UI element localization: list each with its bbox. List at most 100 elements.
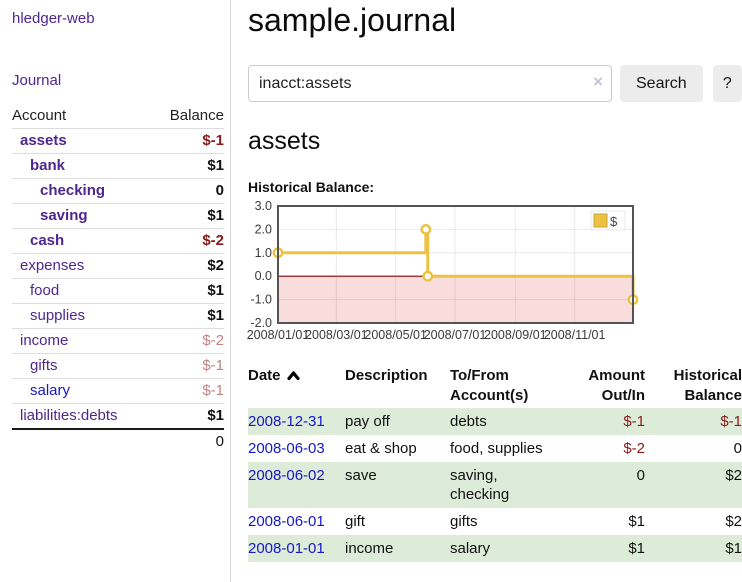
transaction-balance: $1 xyxy=(725,540,742,557)
negative-region xyxy=(278,276,633,323)
transaction-accounts: food, supplies xyxy=(450,440,543,457)
account-row: salary $-1 xyxy=(12,378,224,404)
accounts-header-account: Account xyxy=(12,107,67,124)
account-link-food[interactable]: food xyxy=(30,282,60,299)
account-balance: $1 xyxy=(152,153,224,179)
account-balance: $-1 xyxy=(152,128,224,154)
transaction-date-link[interactable]: 2008-06-02 xyxy=(248,467,325,484)
account-link-checking[interactable]: checking xyxy=(40,182,106,199)
transaction-amount: $1 xyxy=(628,540,645,557)
account-balance: $2 xyxy=(152,253,224,279)
account-heading: assets xyxy=(248,127,321,155)
account-link-saving[interactable]: saving xyxy=(40,207,88,224)
account-balance: $-1 xyxy=(152,378,224,404)
account-link-expenses[interactable]: expenses xyxy=(20,257,85,274)
y-axis-tick-label: 0.0 xyxy=(255,269,272,283)
transaction-balance: $2 xyxy=(725,467,742,484)
transaction-date-cell: 2008-06-02 xyxy=(248,462,345,508)
data-point-marker xyxy=(420,224,432,235)
transaction-date-link[interactable]: 2008-06-03 xyxy=(248,440,325,457)
account-balance: 0 xyxy=(152,178,224,204)
column-header-date[interactable]: Date xyxy=(248,364,345,408)
transaction-row: 2008-06-02 save saving, checking 0 $2 xyxy=(248,462,742,508)
clear-search-icon[interactable]: × xyxy=(593,72,603,91)
chart-section-label: Historical Balance: xyxy=(248,179,375,195)
transaction-date-link[interactable]: 2008-12-31 xyxy=(248,413,325,430)
chart-canvas: $3.0 2.0 1.0 0.0 -1.0 -2.02008/01/012008/03/0… xyxy=(247,199,639,342)
x-axis-tick-label: 2008/01/01 xyxy=(247,328,310,342)
x-axis-tick-label: 2008/09/01 xyxy=(484,328,547,342)
search-input-wrap: × xyxy=(248,65,612,102)
account-link-assets[interactable]: assets xyxy=(20,132,67,149)
transaction-date-cell: 2008-12-31 xyxy=(248,408,345,435)
y-axis-tick-label: -1.0 xyxy=(250,293,272,307)
account-row: liabilities:debts $1 xyxy=(12,403,224,429)
column-header-description: Description xyxy=(345,367,428,384)
transaction-balance: $2 xyxy=(725,513,742,530)
account-link-supplies[interactable]: supplies xyxy=(30,307,86,324)
account-link-liabilities-debts[interactable]: liabilities:debts xyxy=(20,407,118,424)
accounts-total-spacer xyxy=(12,428,153,453)
accounts-total-value: 0 xyxy=(152,428,224,453)
account-link-salary[interactable]: salary xyxy=(30,382,71,399)
transaction-row: 2008-06-03 eat & shop food, supplies $-2 0 xyxy=(248,435,742,462)
accounts-header-balance: Balance xyxy=(169,107,224,124)
x-axis-tick-label: 2008/05/01 xyxy=(364,328,427,342)
account-balance: $-2 xyxy=(152,228,224,254)
account-link-cash[interactable]: cash xyxy=(30,232,65,249)
transaction-accounts: debts xyxy=(450,413,487,430)
search-button[interactable]: Search xyxy=(620,65,703,102)
transaction-description: gift xyxy=(345,513,366,530)
historical-balance-chart: $3.0 2.0 1.0 0.0 -1.0 -2.0 2008/01/01 2008/03/0… xyxy=(247,199,742,350)
transaction-date-cell: 2008-06-01 xyxy=(248,508,345,535)
transaction-accounts: saving, checking xyxy=(450,467,510,503)
sidebar-nav: Journal xyxy=(12,72,224,89)
transaction-amount: $1 xyxy=(628,513,645,530)
transaction-amount: $-2 xyxy=(623,440,645,457)
transaction-date-link[interactable]: 2008-01-01 xyxy=(248,540,325,557)
transaction-accounts: salary xyxy=(450,540,491,557)
main-content: sample.journal × Search ? assets Histori… xyxy=(247,0,742,562)
account-row: cash $-2 xyxy=(12,228,224,254)
account-row: supplies $1 xyxy=(12,303,224,329)
transaction-amount: 0 xyxy=(636,467,645,484)
transaction-date-cell: 2008-01-01 xyxy=(248,535,345,562)
account-row: bank $1 xyxy=(12,153,224,179)
account-link-gifts[interactable]: gifts xyxy=(30,357,58,374)
sidebar: hledger-web Journal Account Balance asse… xyxy=(0,0,231,582)
accounts-total-row: 0 xyxy=(12,428,224,453)
transaction-date-link[interactable]: 2008-06-01 xyxy=(248,513,325,530)
transaction-description: eat & shop xyxy=(345,440,417,457)
account-balance: $-1 xyxy=(152,353,224,379)
account-row: food $1 xyxy=(12,278,224,304)
account-row: expenses $2 xyxy=(12,253,224,279)
account-link-income[interactable]: income xyxy=(20,332,69,349)
y-axis-tick-label: 3.0 xyxy=(255,199,272,213)
sidebar-item-journal[interactable]: Journal xyxy=(12,72,62,89)
account-row: saving $1 xyxy=(12,203,224,229)
sort-ascending-icon xyxy=(286,367,300,387)
search-input[interactable] xyxy=(248,65,612,102)
y-axis-tick-label: 2.0 xyxy=(255,222,272,236)
y-axis-tick-label: -2.0 xyxy=(250,316,272,330)
transaction-date-cell: 2008-06-03 xyxy=(248,435,345,462)
brand-link[interactable]: hledger-web xyxy=(12,10,95,27)
transaction-amount: $-1 xyxy=(623,413,645,430)
x-axis-tick-label: 2008/11/01 xyxy=(544,328,606,342)
search-form: × Search ? xyxy=(248,65,742,102)
transaction-row: 2008-01-01 income salary $1 $1 xyxy=(248,535,742,562)
column-header-amount: Amount Out/In xyxy=(588,367,645,404)
register-header-row: Date Description To/From Account(s) Amoun… xyxy=(248,364,742,408)
transaction-description: pay off xyxy=(345,413,390,430)
data-point-marker xyxy=(422,270,434,282)
legend-swatch xyxy=(593,213,608,228)
account-link-bank[interactable]: bank xyxy=(30,157,66,174)
transaction-balance: 0 xyxy=(733,440,742,457)
help-button[interactable]: ? xyxy=(712,65,742,102)
transaction-balance: $-1 xyxy=(720,413,742,430)
accounts-table: Account Balance assets $-1 bank $1 checking 0… xyxy=(12,104,224,453)
account-balance: $1 xyxy=(152,203,224,229)
y-axis-tick-label: 1.0 xyxy=(255,246,272,260)
account-row: checking 0 xyxy=(12,178,224,204)
legend-label: $ xyxy=(610,214,618,229)
